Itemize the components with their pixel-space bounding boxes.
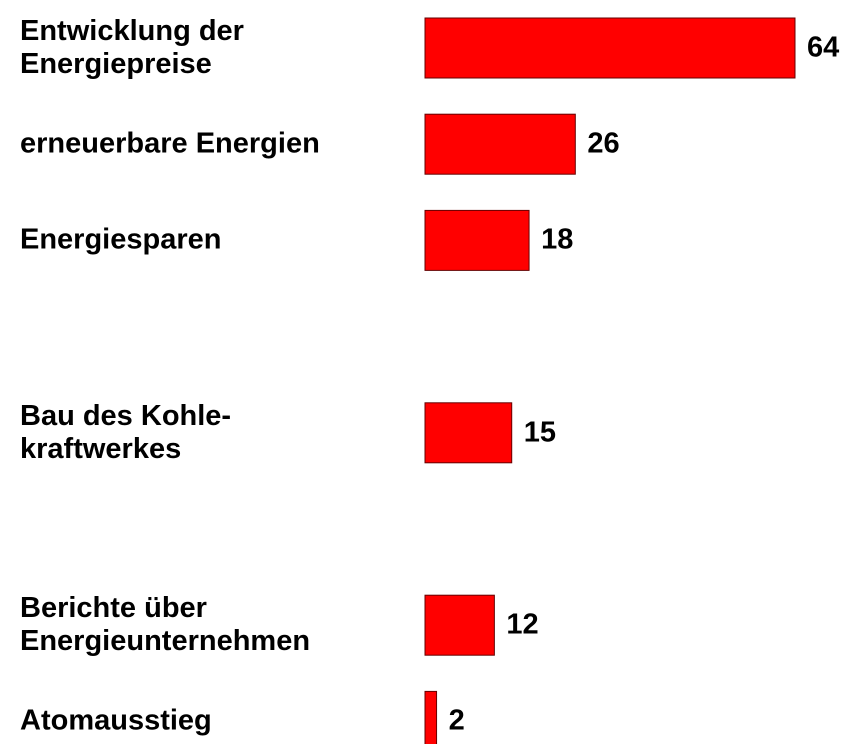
value-label: 2: [448, 704, 465, 737]
value-label: 18: [541, 223, 574, 256]
value-label: 12: [506, 608, 539, 641]
category-label: Energiesparen: [20, 223, 222, 256]
bar: [424, 594, 495, 656]
category-label: Atomausstieg: [20, 704, 212, 737]
bar: [424, 17, 796, 79]
value-label: 15: [523, 416, 556, 449]
bar: [424, 209, 530, 271]
category-label: Berichte über Energieunternehmen: [20, 592, 311, 658]
value-label: 26: [587, 127, 620, 160]
category-label: erneuerbare Energien: [20, 127, 320, 160]
category-label: Entwicklung der Energiepreise: [20, 15, 244, 80]
bar: [424, 690, 438, 744]
category-label: Bau des Kohle- kraftwerkes: [20, 399, 232, 465]
bar: [424, 113, 576, 175]
bar: [424, 402, 513, 464]
value-label: 64: [807, 31, 840, 64]
